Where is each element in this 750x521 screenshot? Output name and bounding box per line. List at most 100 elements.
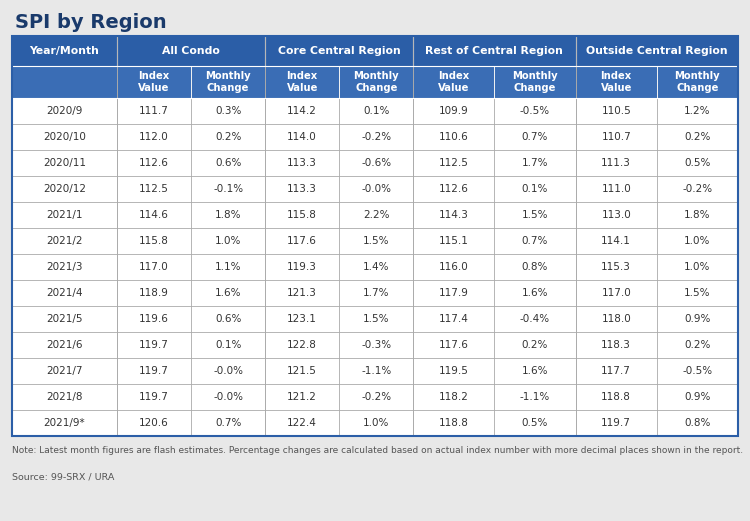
Text: Index
Value: Index Value — [601, 71, 632, 93]
Text: -0.0%: -0.0% — [362, 184, 392, 194]
Text: Monthly
Change: Monthly Change — [674, 71, 720, 93]
Text: 1.5%: 1.5% — [684, 288, 711, 298]
Bar — [12, 358, 738, 384]
Text: 0.7%: 0.7% — [215, 418, 242, 428]
Text: 1.6%: 1.6% — [522, 366, 548, 376]
Bar — [12, 98, 738, 124]
Text: 115.3: 115.3 — [602, 262, 632, 272]
Text: 2021/7: 2021/7 — [46, 366, 82, 376]
Text: 119.7: 119.7 — [140, 392, 169, 402]
Text: Index
Value: Index Value — [286, 71, 318, 93]
Text: 0.8%: 0.8% — [684, 418, 710, 428]
Text: 113.3: 113.3 — [287, 158, 317, 168]
Text: 2020/12: 2020/12 — [43, 184, 86, 194]
Text: 1.0%: 1.0% — [215, 236, 242, 246]
Text: -1.1%: -1.1% — [520, 392, 550, 402]
Text: 123.1: 123.1 — [287, 314, 317, 324]
Text: 116.0: 116.0 — [439, 262, 469, 272]
Text: -0.2%: -0.2% — [362, 392, 392, 402]
Text: Index
Value: Index Value — [139, 71, 170, 93]
Text: Year/Month: Year/Month — [29, 46, 100, 56]
Text: 117.7: 117.7 — [602, 366, 632, 376]
Text: -0.5%: -0.5% — [682, 366, 712, 376]
Text: 114.0: 114.0 — [287, 132, 317, 142]
Bar — [12, 36, 738, 436]
Text: 1.8%: 1.8% — [215, 210, 242, 220]
Text: Source: 99-SRX / URA: Source: 99-SRX / URA — [12, 472, 114, 481]
Text: All Condo: All Condo — [162, 46, 220, 56]
Text: Rest of Central Region: Rest of Central Region — [425, 46, 563, 56]
Text: 110.7: 110.7 — [602, 132, 631, 142]
Text: 2021/3: 2021/3 — [46, 262, 82, 272]
Text: 2021/5: 2021/5 — [46, 314, 82, 324]
Text: 0.7%: 0.7% — [522, 132, 548, 142]
Text: 1.8%: 1.8% — [684, 210, 711, 220]
Text: 2020/11: 2020/11 — [43, 158, 86, 168]
Bar — [266, 66, 339, 98]
Text: 122.4: 122.4 — [287, 418, 317, 428]
Text: -0.1%: -0.1% — [213, 184, 243, 194]
Text: -1.1%: -1.1% — [361, 366, 392, 376]
Text: -0.5%: -0.5% — [520, 106, 550, 116]
Text: 113.3: 113.3 — [287, 184, 317, 194]
Text: 121.5: 121.5 — [287, 366, 317, 376]
Text: 119.6: 119.6 — [140, 314, 169, 324]
Text: 2020/9: 2020/9 — [46, 106, 82, 116]
Text: 0.2%: 0.2% — [522, 340, 548, 350]
Text: 117.9: 117.9 — [439, 288, 469, 298]
Text: 0.5%: 0.5% — [522, 418, 548, 428]
Text: -0.2%: -0.2% — [682, 184, 712, 194]
Bar — [12, 36, 738, 436]
Text: 119.5: 119.5 — [439, 366, 469, 376]
Text: 117.0: 117.0 — [140, 262, 169, 272]
Text: 118.0: 118.0 — [602, 314, 631, 324]
Bar — [12, 332, 738, 358]
Text: 2021/4: 2021/4 — [46, 288, 82, 298]
Text: 0.1%: 0.1% — [215, 340, 242, 350]
Text: -0.0%: -0.0% — [213, 366, 243, 376]
Text: 112.5: 112.5 — [439, 158, 469, 168]
Text: Note: Latest month figures are flash estimates. Percentage changes are calculate: Note: Latest month figures are flash est… — [12, 446, 743, 455]
Text: 0.1%: 0.1% — [363, 106, 389, 116]
Text: 0.5%: 0.5% — [684, 158, 710, 168]
Bar — [12, 410, 738, 436]
Text: 117.6: 117.6 — [287, 236, 317, 246]
Text: 0.2%: 0.2% — [215, 132, 242, 142]
Text: 111.7: 111.7 — [140, 106, 169, 116]
Text: 0.9%: 0.9% — [684, 314, 710, 324]
Text: 2021/1: 2021/1 — [46, 210, 82, 220]
Text: 119.7: 119.7 — [140, 340, 169, 350]
Text: 2020/10: 2020/10 — [43, 132, 86, 142]
Bar — [12, 124, 738, 150]
Text: 122.8: 122.8 — [287, 340, 317, 350]
Text: -0.4%: -0.4% — [520, 314, 550, 324]
Text: Outside Central Region: Outside Central Region — [586, 46, 728, 56]
Bar — [657, 66, 738, 98]
Text: 0.2%: 0.2% — [684, 132, 710, 142]
Text: 112.6: 112.6 — [439, 184, 469, 194]
Text: 1.5%: 1.5% — [363, 314, 389, 324]
Text: 112.5: 112.5 — [140, 184, 169, 194]
Bar — [413, 36, 575, 66]
Text: 0.6%: 0.6% — [215, 314, 242, 324]
Text: 115.8: 115.8 — [287, 210, 317, 220]
Text: 1.4%: 1.4% — [363, 262, 389, 272]
Text: 118.9: 118.9 — [140, 288, 169, 298]
Text: -0.0%: -0.0% — [213, 392, 243, 402]
Bar — [575, 66, 657, 98]
Text: 112.6: 112.6 — [140, 158, 169, 168]
Text: 0.1%: 0.1% — [522, 184, 548, 194]
Text: 0.9%: 0.9% — [684, 392, 710, 402]
Text: 1.0%: 1.0% — [363, 418, 389, 428]
Bar — [191, 66, 266, 98]
Text: 111.0: 111.0 — [602, 184, 631, 194]
Text: 0.2%: 0.2% — [684, 340, 710, 350]
Bar — [12, 306, 738, 332]
Text: 1.0%: 1.0% — [684, 236, 710, 246]
Text: 117.4: 117.4 — [439, 314, 469, 324]
Text: 119.3: 119.3 — [287, 262, 317, 272]
Text: 113.0: 113.0 — [602, 210, 631, 220]
Bar — [12, 150, 738, 176]
Text: 0.6%: 0.6% — [215, 158, 242, 168]
Text: 1.7%: 1.7% — [522, 158, 548, 168]
